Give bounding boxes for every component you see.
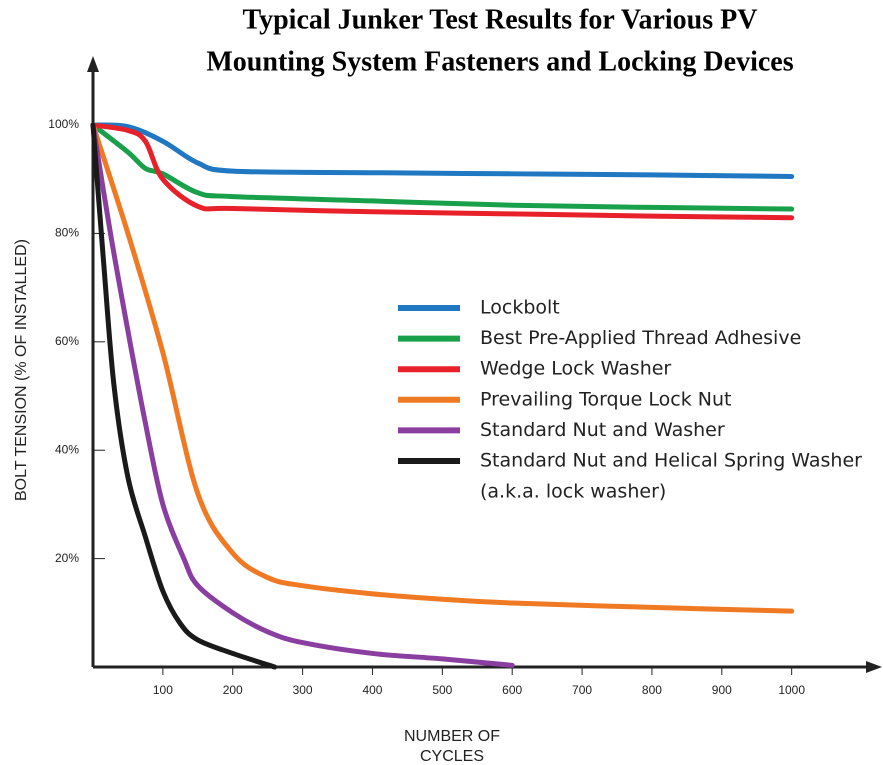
x-tick-label: 800 (642, 683, 662, 697)
legend-label: Prevailing Torque Lock Nut (480, 388, 731, 410)
series-line (90, 122, 278, 670)
series-line (90, 122, 795, 180)
x-tick-label: 700 (572, 683, 592, 697)
legend-label: Lockbolt (480, 297, 560, 319)
x-tick-label: 300 (293, 683, 313, 697)
y-axis-arrow (87, 56, 99, 72)
legend-label: Standard Nut and Washer (480, 419, 725, 441)
series-line (90, 122, 515, 668)
series-line (90, 122, 795, 614)
y-tick-label: 20% (55, 551, 79, 565)
legend-note: (a.k.a. lock washer) (480, 481, 666, 503)
series-line (90, 122, 795, 212)
y-tick-label: 100% (48, 117, 79, 131)
x-tick-label: 400 (362, 683, 382, 697)
x-axis-label: NUMBER OF (404, 728, 500, 745)
series-line (90, 122, 795, 221)
x-tick-label: 1000 (778, 683, 805, 697)
legend-label: Standard Nut and Helical Spring Washer (480, 450, 862, 472)
x-tick-label: 200 (223, 683, 243, 697)
x-tick-label: 600 (502, 683, 522, 697)
y-tick-label: 60% (55, 334, 79, 348)
x-tick-label: 900 (712, 683, 732, 697)
x-tick-label: 500 (432, 683, 452, 697)
legend-label: Best Pre-Applied Thread Adhesive (480, 327, 801, 349)
legend-label: Wedge Lock Washer (480, 358, 671, 380)
x-axis-arrow (866, 661, 882, 673)
x-axis-label: CYCLES (420, 748, 484, 765)
y-tick-label: 80% (55, 226, 79, 240)
chart-title: Typical Junker Test Results for Various … (243, 4, 758, 35)
y-tick-label: 40% (55, 442, 79, 456)
chart-title: Mounting System Fasteners and Locking De… (206, 46, 793, 77)
x-tick-label: 100 (153, 683, 173, 697)
y-axis-label: BOLT TENSION (% OF INSTALLED) (13, 239, 30, 501)
